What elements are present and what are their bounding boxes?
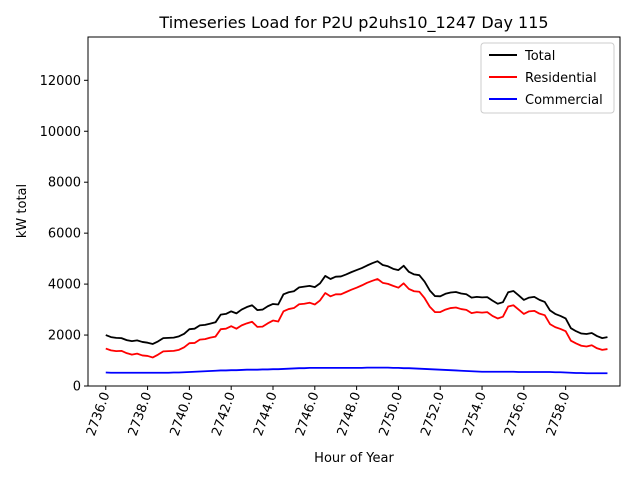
legend-box	[480, 42, 615, 114]
plot-frame	[87, 36, 621, 387]
y-tick-label: 10000	[40, 125, 81, 140]
series-line-total	[105, 260, 608, 345]
y-axis: 0 2000 4000 6000 8000 10000 12000	[40, 74, 88, 395]
legend-label-total: Total	[524, 49, 555, 64]
y-tick-label: 8000	[48, 176, 81, 191]
y-tick-label: 12000	[40, 74, 81, 89]
series-line-commercial	[105, 366, 608, 375]
y-tick-label: 4000	[48, 278, 81, 293]
series-layer	[105, 260, 608, 375]
y-tick-label: 0	[73, 380, 81, 395]
x-axis-label: Hour of Year	[314, 451, 394, 466]
series-line-residential	[105, 278, 608, 359]
y-tick-label: 2000	[48, 329, 81, 344]
legend-label-commercial: Commercial	[525, 93, 603, 108]
legend-label-residential: Residential	[525, 71, 597, 86]
legend: Total Residential Commercial	[480, 42, 615, 114]
chart-title: Timeseries Load for P2U p2uhs10_1247 Day…	[158, 13, 548, 33]
y-axis-label: kW total	[15, 184, 30, 238]
y-tick-label: 6000	[48, 227, 81, 242]
